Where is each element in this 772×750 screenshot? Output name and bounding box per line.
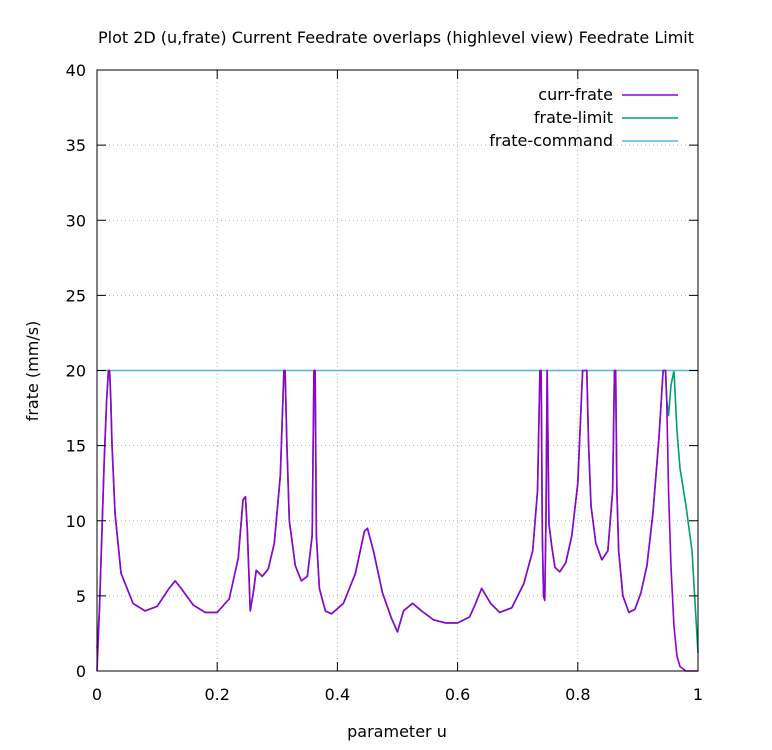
x-tick-label: 0.2 [204,685,229,704]
y-axis-title: frate (mm/s) [23,321,42,422]
y-tick-label: 40 [66,61,86,80]
chart-title: Plot 2D (u,frate) Current Feedrate overl… [98,28,694,47]
ticks: 0 5 10 15 20 25 30 35 40 0 0.2 0.4 0.6 0.8 1 [66,61,703,704]
legend-label: frate-limit [534,108,613,127]
y-tick-label: 0 [76,662,86,681]
y-tick-label: 35 [66,136,86,155]
legend-label: curr-frate [538,85,613,104]
y-tick-label: 10 [66,512,86,531]
y-tick-label: 20 [66,362,86,381]
series-line-curr-frate [96,369,698,672]
x-tick-label: 1 [693,685,703,704]
x-tick-label: 0 [92,685,102,704]
x-tick-label: 0.6 [445,685,470,704]
x-tick-label: 0.4 [325,685,350,704]
y-tick-label: 25 [66,286,86,305]
series-line-frate-limit [96,369,699,654]
legend: curr-frate frate-limit frate-command [489,85,678,150]
y-tick-label: 30 [66,211,86,230]
series-layer [96,369,699,672]
y-tick-label: 15 [66,437,86,456]
legend-label: frate-command [489,131,613,150]
x-tick-label: 0.8 [565,685,590,704]
y-tick-label: 5 [76,587,86,606]
x-axis-title: parameter u [347,722,447,741]
